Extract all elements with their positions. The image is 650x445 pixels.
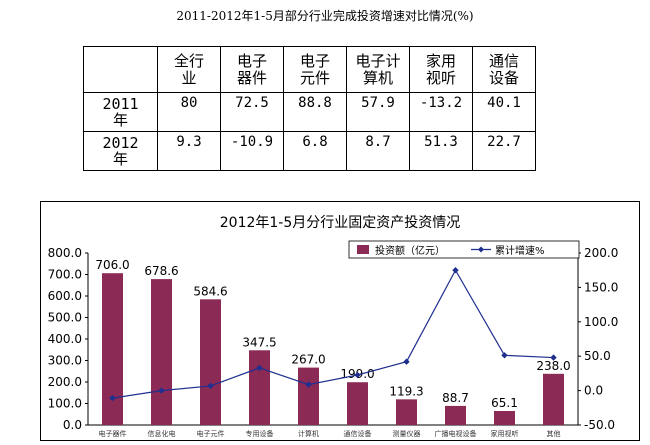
- bar-value-label: 88.7: [442, 391, 469, 405]
- table-cell: 57.9: [346, 92, 410, 132]
- investment-chart: 2012年1-5月分行业固定资产投资情况 0.0 100.0 200.0 300.0 40…: [40, 201, 640, 441]
- right-axis-tick-label: 150.0: [584, 280, 618, 294]
- bar-value-label: 119.3: [389, 384, 423, 398]
- table-cell: 51.3: [409, 131, 473, 171]
- table-corner-cell: [83, 46, 158, 93]
- growth-point: [501, 352, 508, 359]
- bar: [494, 411, 515, 425]
- bar-value-label: 678.6: [144, 264, 178, 278]
- bar: [249, 350, 270, 425]
- comparison-table: 全行业 电子 器件 电子 元件 电子计 算机 家用 视听 通信 设备 2011 年 80 7…: [83, 46, 536, 171]
- right-axis-tick-label: 100.0: [584, 315, 618, 329]
- bar: [102, 273, 123, 425]
- table-cell: 22.7: [472, 131, 536, 171]
- column-header: 家用 视听: [409, 46, 473, 93]
- row-year-label: 2012 年: [83, 131, 158, 171]
- bar: [151, 279, 172, 425]
- left-axis-tick-label: 800.0: [48, 246, 82, 260]
- left-axis-tick-label: 100.0: [48, 397, 82, 411]
- left-axis-tick-label: 300.0: [48, 354, 82, 368]
- column-header: 电子 器件: [220, 46, 284, 93]
- left-axis-tick-label: 400.0: [48, 332, 82, 346]
- category-label: 家用视听: [491, 429, 519, 438]
- bar: [445, 405, 466, 425]
- growth-line: [112, 268, 554, 399]
- table-cell: -13.2: [409, 92, 473, 132]
- bar: [396, 399, 417, 425]
- left-axis-tick-label: 500.0: [48, 311, 82, 325]
- category-label: 电子器件: [99, 429, 127, 438]
- category-label: 其他: [547, 429, 561, 438]
- table-cell: 6.8: [283, 131, 347, 171]
- growth-point: [354, 371, 361, 379]
- bar-value-label: 347.5: [242, 335, 276, 349]
- bar-value-label: 238.0: [536, 359, 570, 373]
- bar: [543, 373, 564, 425]
- left-axis-tick-label: 200.0: [48, 375, 82, 389]
- category-label: 电子元件: [197, 429, 225, 438]
- growth-point: [550, 354, 557, 361]
- table-header-row: 全行业 电子 器件 电子 元件 电子计 算机 家用 视听 通信 设备: [83, 46, 536, 93]
- legend-swatch-bar: [357, 245, 369, 254]
- growth-point: [256, 364, 263, 372]
- chart-title: 2012年1-5月分行业固定资产投资情况: [220, 215, 461, 231]
- left-axis-tick-label: 700.0: [48, 268, 82, 282]
- bar-value-label: 65.1: [491, 396, 518, 410]
- bar: [347, 382, 368, 425]
- bar: [298, 367, 319, 425]
- right-axis-tick-label: 50.0: [584, 349, 611, 363]
- table-cell: 88.8: [283, 92, 347, 132]
- column-header: 通信 设备: [472, 46, 536, 93]
- category-label: 测量仪器: [393, 430, 421, 438]
- column-header: 全行业: [157, 46, 221, 93]
- table-row-2012: 2012 年 9.3 -10.9 6.8 8.7 51.3 22.7: [83, 131, 536, 171]
- bar-value-label: 267.0: [291, 353, 325, 367]
- table-cell: 40.1: [472, 92, 536, 132]
- category-label: 计算机: [298, 429, 319, 438]
- bar-value-label: 584.6: [193, 284, 227, 298]
- right-axis-tick-label: -50.0: [584, 418, 615, 432]
- category-label: 专用设备: [246, 429, 274, 438]
- category-label: 通信设备: [344, 429, 372, 438]
- column-header: 电子 元件: [283, 46, 347, 93]
- legend-box: [348, 240, 580, 259]
- bar: [200, 299, 221, 425]
- right-axis-tick-label: 0.0: [584, 384, 603, 398]
- growth-point: [109, 394, 116, 402]
- bar-value-label: 706.0: [95, 258, 129, 272]
- table-cell: 9.3: [157, 131, 221, 171]
- left-axis-tick-label: 0.0: [63, 418, 82, 432]
- legend-label-line: 累计增速%: [495, 244, 545, 257]
- growth-point: [305, 381, 312, 388]
- right-axis-tick-label: 200.0: [584, 246, 618, 260]
- category-label: 广播电视设备: [435, 429, 477, 438]
- table-title: 2011-2012年1-5月部分行业完成投资增速对比情况(%): [176, 9, 474, 23]
- table-cell: 80: [157, 92, 221, 132]
- table-row-2011: 2011 年 80 72.5 88.8 57.9 -13.2 40.1: [83, 92, 536, 132]
- table-cell: -10.9: [220, 131, 284, 171]
- growth-point: [452, 267, 459, 274]
- category-label: 信息化电: [148, 429, 176, 438]
- table-cell: 72.5: [220, 92, 284, 132]
- legend-swatch-marker: [478, 246, 484, 253]
- row-year-label: 2011 年: [83, 92, 158, 132]
- table-cell: 8.7: [346, 131, 410, 171]
- left-axis-tick-label: 600.0: [48, 289, 82, 303]
- growth-point: [403, 358, 410, 365]
- column-header: 电子计 算机: [346, 46, 410, 93]
- legend-label-bar: 投资额（亿元）: [375, 244, 445, 257]
